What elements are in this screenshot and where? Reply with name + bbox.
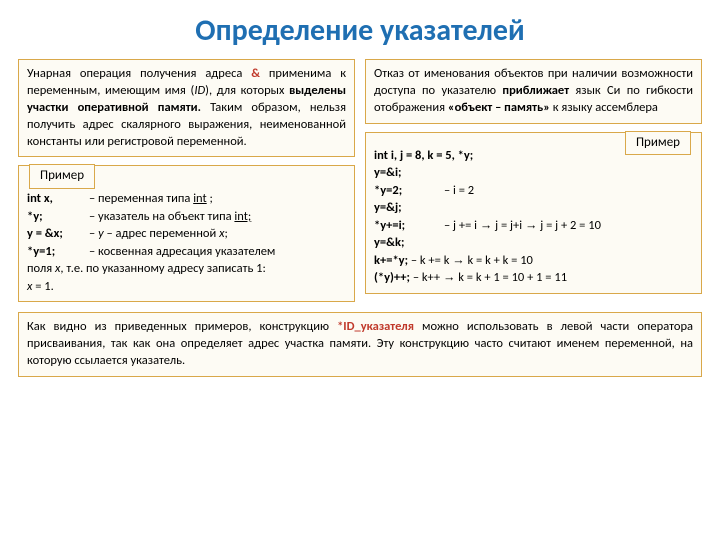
c: *y=2;: [374, 183, 402, 198]
t: «объект – память»: [448, 100, 550, 115]
left-code: int x, – переменная типа int ; *y; – указа…: [27, 190, 346, 295]
c: *y;: [27, 209, 43, 224]
c: int;: [234, 209, 251, 224]
c: y = &x;: [27, 226, 63, 241]
c: – i = 2: [444, 182, 693, 200]
c: *y=1;: [27, 244, 55, 259]
c: –: [89, 226, 98, 241]
amp-operator: &: [251, 66, 260, 81]
c: j = j + 2 = 10: [537, 218, 600, 233]
c: – j += i: [444, 218, 480, 233]
right-definition-box: Отказ от именования объектов при наличии…: [365, 59, 702, 124]
c: y=&j;: [374, 200, 402, 215]
c: – указатель на объект типа: [89, 209, 234, 224]
star-id: *ID_указателя: [337, 319, 414, 334]
page-title: Определение указателей: [18, 12, 702, 49]
left-example-box: Пример int x, – переменная типа int ; *y;…: [18, 165, 355, 302]
c: int i, j = 8, k = 5, *y;: [374, 148, 473, 163]
c: ;: [224, 226, 227, 241]
t: ), для которых: [205, 83, 289, 98]
c: – адрес переменной: [104, 226, 219, 241]
t: приближает: [502, 83, 569, 98]
t: к языку ассемблера: [550, 100, 658, 115]
example-label: Пример: [29, 164, 95, 188]
c: ;: [207, 191, 213, 206]
footer-note: Как видно из приведенных примеров, конст…: [18, 312, 702, 377]
c: y=&i;: [374, 165, 401, 180]
c: – переменная типа: [89, 191, 193, 206]
arrow-icon: →: [525, 218, 538, 232]
arrow-icon: →: [452, 253, 465, 267]
t: Унарная операция получения адреса: [27, 66, 251, 81]
right-code: int i, j = 8, k = 5, *y; y=&i; *y=2; – i …: [374, 147, 693, 287]
t: Как видно из приведенных примеров, конст…: [27, 319, 337, 334]
c: int: [193, 191, 207, 206]
c: int x,: [27, 191, 53, 206]
c: k = k + 1 = 10 + 1 = 11: [455, 270, 567, 285]
c: k = k + k = 10: [465, 253, 533, 268]
left-definition-box: Унарная операция получения адреса & прим…: [18, 59, 355, 157]
c: , т.е. по указанному адресу записать 1:: [60, 261, 265, 276]
c: *y+=i;: [374, 218, 405, 233]
left-column: Унарная операция получения адреса & прим…: [18, 59, 355, 302]
right-example-box: Пример int i, j = 8, k = 5, *y; y=&i; *y…: [365, 132, 702, 294]
c: поля: [27, 261, 55, 276]
c: k+=*y;: [374, 253, 408, 268]
c: – k++: [410, 270, 443, 285]
c: j = j+i: [492, 218, 525, 233]
c: = 1.: [32, 279, 53, 294]
c: – k += k: [408, 253, 452, 268]
arrow-icon: →: [480, 218, 493, 232]
right-column: Отказ от именования объектов при наличии…: [365, 59, 702, 302]
c: y=&k;: [374, 235, 404, 250]
example-label: Пример: [625, 131, 691, 155]
two-columns: Унарная операция получения адреса & прим…: [18, 59, 702, 302]
c: (*y)++;: [374, 270, 410, 285]
c: – косвенная адресация указателем: [89, 244, 275, 259]
id-ital: ID: [194, 83, 205, 98]
arrow-icon: →: [443, 270, 456, 284]
